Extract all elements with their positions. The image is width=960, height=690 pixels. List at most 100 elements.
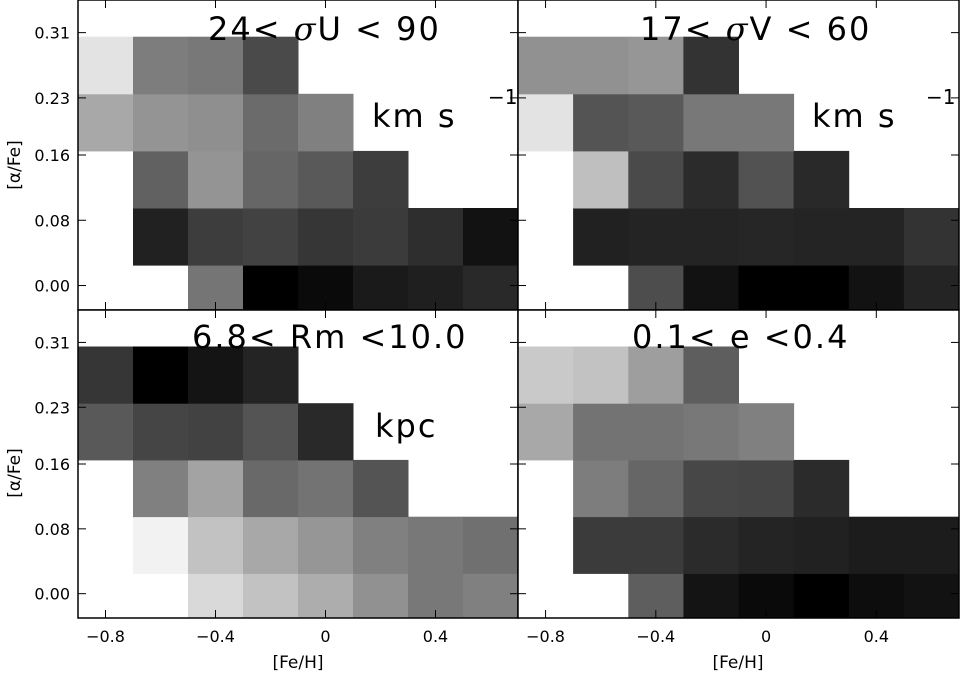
- heatmap-cell: [793, 573, 850, 619]
- heatmap-cell: [298, 516, 354, 574]
- heatmap-cell: [683, 573, 739, 619]
- heatmap-cell: [518, 93, 574, 152]
- heatmap-cell: [573, 516, 629, 574]
- heatmap-cell: [408, 516, 464, 574]
- heatmap-cell: [903, 573, 960, 619]
- heatmap-cell: [188, 150, 244, 209]
- heatmap-cells-sigma-u: [78, 36, 519, 311]
- heatmap-cell: [573, 403, 629, 461]
- heatmap-cell: [463, 265, 519, 311]
- heatmap-cell: [353, 208, 409, 266]
- heatmap-cell: [793, 516, 850, 574]
- heatmap-cell: [133, 36, 189, 95]
- heatmap-cell: [243, 459, 299, 518]
- heatmap-cell: [793, 459, 850, 518]
- x-tick-label: 0: [761, 627, 771, 646]
- heatmap-cell: [628, 516, 684, 574]
- panel-sigma-v: 17< σV < 60 km s −1: [517, 0, 960, 311]
- heatmap-cell: [243, 208, 299, 266]
- heatmap-cell: [683, 459, 739, 518]
- heatmap-cell: [243, 93, 299, 152]
- heatmap-cell: [573, 93, 629, 152]
- heatmap-cell: [353, 573, 409, 619]
- y-axis-label-top: [α/Fe]: [5, 140, 25, 190]
- heatmap-cell: [243, 265, 299, 311]
- heatmap-cell: [133, 93, 189, 152]
- heatmap-cell: [738, 150, 795, 209]
- x-tick-label: −0.8: [526, 627, 565, 646]
- y-tick-label: 0.23: [34, 398, 70, 417]
- x-axis-label-left: [Fe/H]: [272, 653, 323, 673]
- heatmap-cell: [463, 208, 519, 266]
- panel-title-rm: 6.8< Rm <10.0: [192, 318, 468, 356]
- heatmap-cell: [518, 36, 574, 95]
- heatmap-cell: [133, 150, 189, 209]
- heatmap-cell: [188, 403, 244, 461]
- heatmap-cell: [243, 516, 299, 574]
- heatmap-cell: [243, 150, 299, 209]
- heatmap-cell: [78, 93, 134, 152]
- heatmap-cell: [298, 208, 354, 266]
- heatmap-cell: [573, 36, 629, 95]
- heatmap-cells-eccentricity: [518, 346, 960, 619]
- y-tick-label: 0.00: [34, 277, 70, 296]
- heatmap-cell: [628, 150, 684, 209]
- heatmap-cell: [903, 208, 960, 266]
- heatmap-cell: [243, 573, 299, 619]
- x-tick-label: −0.4: [636, 627, 675, 646]
- heatmap-cell: [683, 208, 739, 266]
- heatmap-cell: [78, 403, 134, 461]
- heatmap-cell: [793, 208, 850, 266]
- heatmap-cell: [78, 346, 134, 404]
- heatmap-cell: [353, 459, 409, 518]
- heatmap-cell: [78, 36, 134, 95]
- heatmap-cell: [628, 346, 684, 404]
- heatmap-cell: [683, 93, 739, 152]
- heatmap-cell: [628, 93, 684, 152]
- heatmap-cell: [683, 265, 739, 311]
- heatmap-cell: [573, 208, 629, 266]
- heatmap-cell: [683, 516, 739, 574]
- heatmap-cell: [738, 459, 795, 518]
- heatmap-cell: [133, 403, 189, 461]
- y-tick-label: 0.16: [34, 146, 70, 165]
- y-tick-label: 0.08: [34, 211, 70, 230]
- panel-title-eccentricity: 0.1< e <0.4: [632, 318, 849, 356]
- heatmap-cell: [353, 150, 409, 209]
- heatmap-cell: [573, 459, 629, 518]
- panel-unit-exponent-sigma-v: −1: [926, 85, 955, 109]
- heatmap-cell: [738, 516, 795, 574]
- heatmap-cells-sigma-v: [518, 36, 960, 311]
- heatmap-cell: [133, 208, 189, 266]
- heatmap-cell: [628, 459, 684, 518]
- heatmap-cell: [133, 516, 189, 574]
- heatmap-cell: [848, 208, 905, 266]
- heatmap-cell: [353, 265, 409, 311]
- heatmap-cell: [188, 516, 244, 574]
- y-tick-label: 0.16: [34, 455, 70, 474]
- panel-unit-exponent-sigma-u: −1: [488, 85, 517, 109]
- heatmap-cell: [518, 346, 574, 404]
- y-tick-label: 0.23: [34, 89, 70, 108]
- x-tick-label: 0.4: [864, 627, 889, 646]
- panel-unit-rm: kpc: [375, 407, 437, 445]
- heatmap-cell: [903, 265, 960, 311]
- heatmap-cell: [243, 36, 299, 95]
- heatmap-cell: [738, 93, 795, 152]
- heatmap-cell: [793, 265, 850, 311]
- heatmap-cell: [133, 346, 189, 404]
- heatmap-cell: [573, 346, 629, 404]
- panel-title-sigma-v: 17< σV < 60: [640, 10, 871, 48]
- heatmap-cell: [353, 516, 409, 574]
- heatmap-cell: [188, 93, 244, 152]
- heatmap-cell: [298, 150, 354, 209]
- heatmap-cell: [848, 516, 905, 574]
- x-tick-label: 0: [320, 627, 330, 646]
- heatmap-cell: [188, 346, 244, 404]
- x-tick-label: −0.4: [196, 627, 235, 646]
- panel-rm: 6.8< Rm <10.0 kpc: [77, 309, 519, 619]
- heatmap-cell: [463, 573, 519, 619]
- panel-unit-sigma-u: km s: [372, 97, 457, 135]
- x-tick-label: 0.4: [423, 627, 448, 646]
- y-tick-label: 0.00: [34, 585, 70, 604]
